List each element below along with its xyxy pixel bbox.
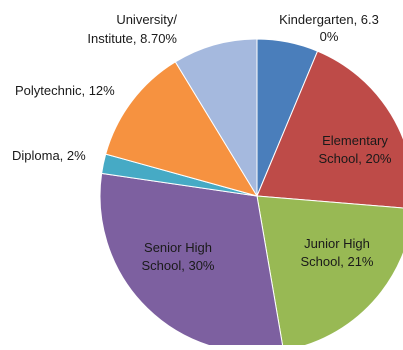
data-label-line: School, 30% [142, 258, 215, 273]
data-label-kindergarten: Kindergarten, 6.3 0% [279, 12, 379, 44]
data-label-line: School, 20% [319, 151, 392, 166]
data-label-line: Institute, 8.70% [87, 31, 177, 46]
data-label-elementary-school: Elementary School, 20% [319, 133, 392, 166]
data-label-university-institute: University/Institute, 8.70% [87, 12, 177, 46]
pie-slice-elementary-school [256, 50, 403, 209]
labels-layer: Kindergarten, 6.3 0% Elementary School, 20%… [12, 12, 392, 273]
data-label-line: Polytechnic, 12% [15, 83, 115, 98]
data-label-line: Kindergarten, 6.3 [279, 12, 379, 27]
data-label-polytechnic: Polytechnic, 12% [15, 83, 115, 98]
data-label-line: 0% [320, 29, 339, 44]
data-label-line: University/ [116, 12, 177, 27]
data-label-line: Elementary [322, 133, 388, 148]
data-label-diploma: Diploma, 2% [12, 148, 86, 163]
data-label-senior-high-school: Senior High School, 30% [142, 240, 215, 273]
data-label-junior-high-school: Junior High School, 21% [301, 236, 374, 269]
data-label-line: Junior High [304, 236, 370, 251]
slices-layer [99, 38, 403, 350]
pie-slice-polytechnic [105, 61, 259, 197]
data-label-line: Diploma, 2% [12, 148, 86, 163]
pie-slice-university-institute [174, 38, 258, 198]
data-label-line: Senior High [144, 240, 212, 255]
pie-slice-senior-high-school [99, 172, 284, 350]
data-label-line: School, 21% [301, 254, 374, 269]
